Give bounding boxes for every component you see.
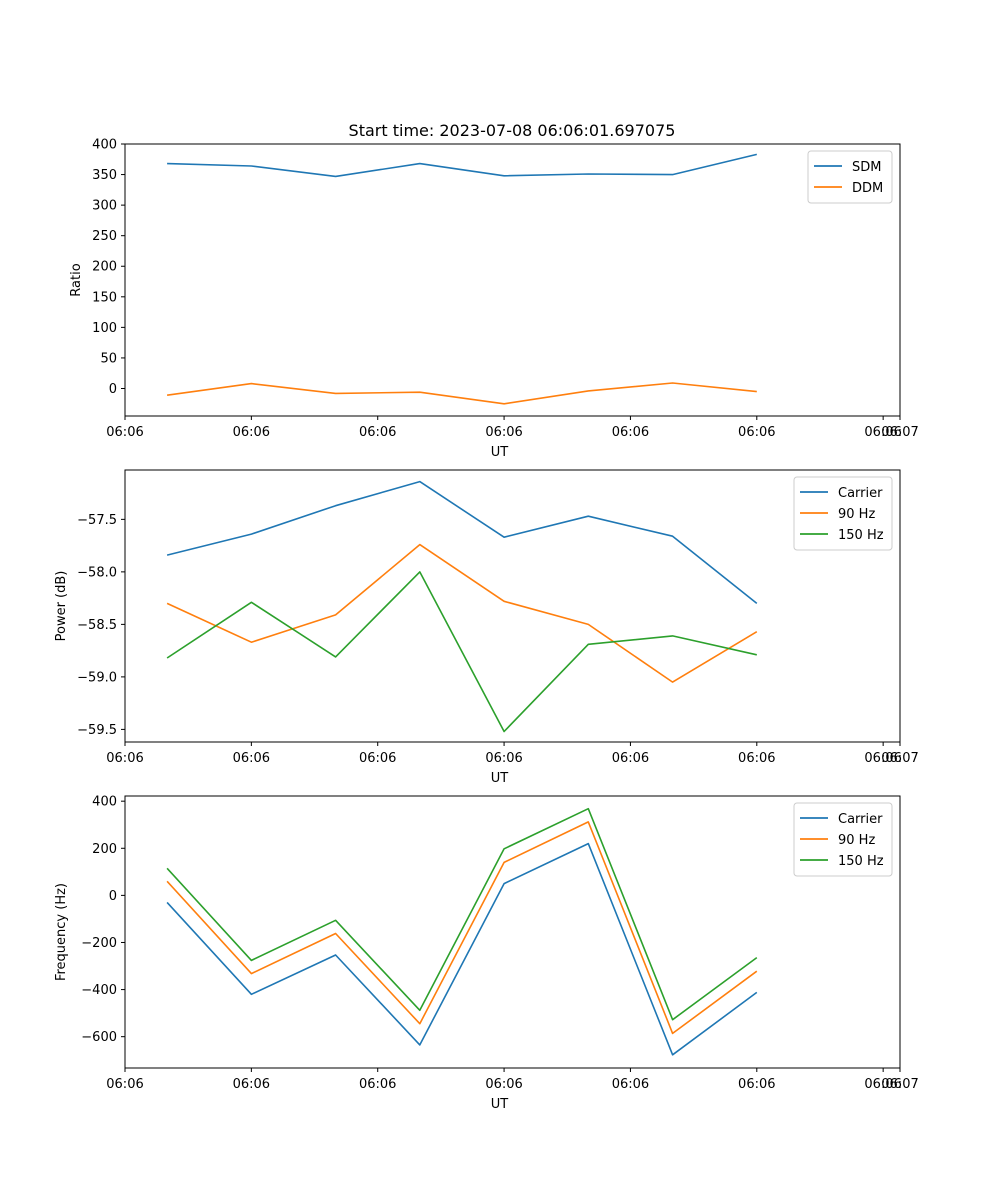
y-tick-label: −58.0 — [77, 565, 117, 580]
x-tick-label: 06:06 — [106, 1077, 143, 1092]
y-tick-label: −400 — [81, 983, 117, 998]
legend-box — [807, 150, 893, 204]
y-tick-label: 400 — [92, 138, 117, 153]
x-tick-label: 06:06 — [106, 425, 143, 440]
x-axis-label: UT — [491, 445, 509, 460]
y-tick-label: 250 — [92, 229, 117, 244]
series-line-150-hz — [166, 571, 757, 733]
y-axis-label: Power (dB) — [54, 571, 69, 642]
x-tick-label: 06:06 — [485, 751, 522, 766]
y-tick-label: 0 — [109, 382, 117, 397]
series-line-carrier — [166, 842, 758, 1056]
y-tick-label: 50 — [100, 351, 117, 366]
axes-frame — [124, 795, 901, 1069]
y-tick-label: 400 — [92, 795, 117, 810]
legend-label: Carrier — [838, 812, 883, 827]
y-tick-label: 200 — [92, 842, 117, 857]
x-tick-label: 06:06 — [738, 751, 775, 766]
legend-label: 90 Hz — [838, 507, 875, 522]
legend-label: SDM — [852, 160, 881, 175]
x-tick-label: 06:07 — [881, 751, 918, 766]
series-line-ddm — [166, 382, 757, 405]
x-tick-label: 06:06 — [864, 751, 901, 766]
x-axis-label: UT — [491, 771, 509, 786]
x-tick-label: 06:06 — [359, 751, 396, 766]
x-tick-label: 06:06 — [359, 1077, 396, 1092]
x-tick-label: 06:06 — [612, 751, 649, 766]
y-tick-label: 0 — [109, 889, 117, 904]
x-tick-label: 06:06 — [864, 1077, 901, 1092]
legend-label: DDM — [852, 181, 883, 196]
panels: 06:06 06:06 06:06 06:06 06:06 06:06 06:0606:07… — [54, 138, 919, 1113]
series-line-90-hz — [166, 821, 758, 1035]
legend-label: 150 Hz — [838, 528, 884, 543]
y-tick-label: 100 — [92, 321, 117, 336]
legend: Carrier 90 Hz 150 Hz — [793, 802, 893, 877]
x-tick-label: 06:06 — [612, 1077, 649, 1092]
chart-panel-1: 06:06 06:06 06:06 06:06 06:06 06:06 06:0606:07… — [69, 138, 919, 461]
x-tick-label: 06:06 — [233, 1077, 270, 1092]
y-axis-label: Frequency (Hz) — [54, 883, 69, 981]
series-line-carrier — [166, 480, 758, 605]
x-tick-label: 06:06 — [233, 751, 270, 766]
y-tick-label: 150 — [92, 290, 117, 305]
legend-label: Carrier — [838, 486, 883, 501]
y-tick-label: −59.5 — [77, 723, 117, 738]
y-axis-label: Ratio — [69, 263, 84, 296]
y-tick-label: 300 — [92, 199, 117, 214]
figure-title: Start time: 2023-07-08 06:06:01.697075 — [349, 121, 676, 140]
x-tick-label: 06:06 — [485, 425, 522, 440]
legend: SDM DDM — [807, 150, 893, 204]
x-tick-label: 06:06 — [359, 425, 396, 440]
series-line-90-hz — [166, 543, 758, 683]
legend-box — [793, 802, 893, 877]
x-tick-label: 06:07 — [881, 1077, 918, 1092]
y-tick-label: −57.5 — [77, 513, 117, 528]
legend-box — [793, 476, 893, 551]
legend: Carrier 90 Hz 150 Hz — [793, 476, 893, 551]
series-line-sdm — [167, 153, 757, 178]
x-tick-label: 06:06 — [738, 425, 775, 440]
legend-label: 150 Hz — [838, 854, 884, 869]
x-tick-label: 06:06 — [485, 1077, 522, 1092]
x-tick-label: 06:06 — [738, 1077, 775, 1092]
y-tick-label: −200 — [81, 936, 117, 951]
axes-frame — [124, 469, 901, 743]
x-axis-label: UT — [491, 1097, 509, 1112]
chart-panel-2: 06:06 06:06 06:06 06:06 06:06 06:06 06:0606:07… — [54, 469, 919, 786]
y-tick-label: 350 — [92, 168, 117, 183]
legend-label: 90 Hz — [838, 833, 875, 848]
x-tick-label: 06:06 — [106, 751, 143, 766]
y-tick-label: −58.5 — [77, 618, 117, 633]
axes-frame — [124, 143, 901, 417]
series-line-150-hz — [166, 807, 758, 1021]
chart-panel-3: 06:06 06:06 06:06 06:06 06:06 06:06 06:0606:07… — [54, 795, 919, 1112]
y-tick-label: 200 — [92, 260, 117, 275]
y-tick-label: −600 — [81, 1030, 117, 1045]
x-tick-label: 06:06 — [233, 425, 270, 440]
x-tick-label: 06:06 — [864, 425, 901, 440]
y-tick-label: −59.0 — [77, 670, 117, 685]
x-tick-label: 06:07 — [881, 425, 918, 440]
x-tick-label: 06:06 — [612, 425, 649, 440]
